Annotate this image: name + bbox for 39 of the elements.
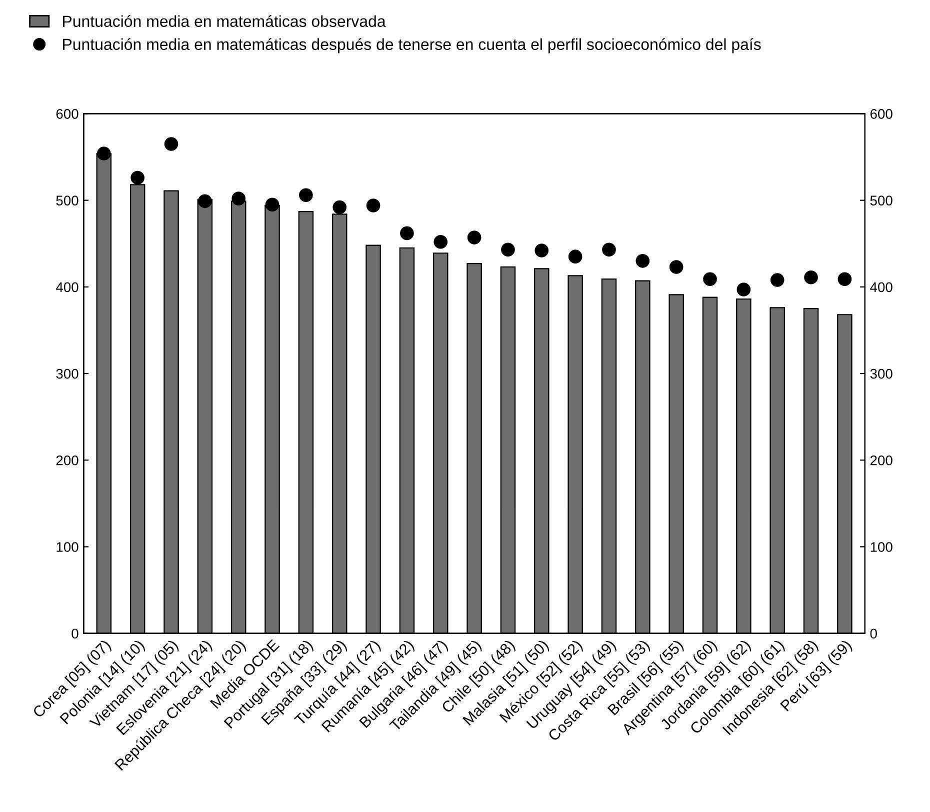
point: [299, 188, 313, 202]
point: [198, 194, 212, 208]
point: [703, 272, 717, 286]
point: [804, 270, 818, 284]
point: [534, 244, 549, 258]
y-tick-label: 100: [56, 542, 78, 552]
point: [838, 272, 852, 286]
point: [434, 234, 448, 249]
point: [130, 170, 144, 185]
y2-tick-label: 100: [870, 542, 892, 552]
point: [636, 254, 650, 268]
legend-label: Puntuación media en matemáticas observada: [63, 15, 386, 27]
point: [770, 273, 784, 287]
point: [265, 198, 280, 212]
y-tick-label: 0: [72, 628, 78, 639]
y2-tick-label: 500: [870, 196, 892, 206]
point: [96, 146, 111, 160]
y-tick-label: 200: [56, 455, 78, 466]
y-tick-label: 600: [56, 109, 78, 119]
y-tick-label: 400: [56, 282, 78, 292]
y-tick-label: 500: [56, 196, 78, 206]
point: [232, 192, 246, 206]
y2-tick-label: 0: [870, 628, 877, 639]
y2-tick-label: 600: [870, 109, 892, 119]
point: [332, 200, 347, 214]
y-tick-label: 300: [56, 368, 78, 379]
point: [669, 260, 684, 274]
point: [164, 137, 178, 151]
point: [602, 242, 616, 257]
y2-tick-label: 200: [870, 455, 892, 466]
y2-tick-label: 400: [870, 282, 892, 292]
point: [366, 198, 380, 212]
point: [400, 226, 414, 240]
point: [501, 242, 515, 257]
y2-tick-label: 300: [870, 368, 892, 379]
point: [736, 282, 751, 296]
point: [568, 250, 582, 264]
legend-label: Puntuación media en matemáticas después de tenerse en cuenta el perfil socioeconómico del país: [63, 38, 761, 54]
point: [467, 230, 482, 244]
